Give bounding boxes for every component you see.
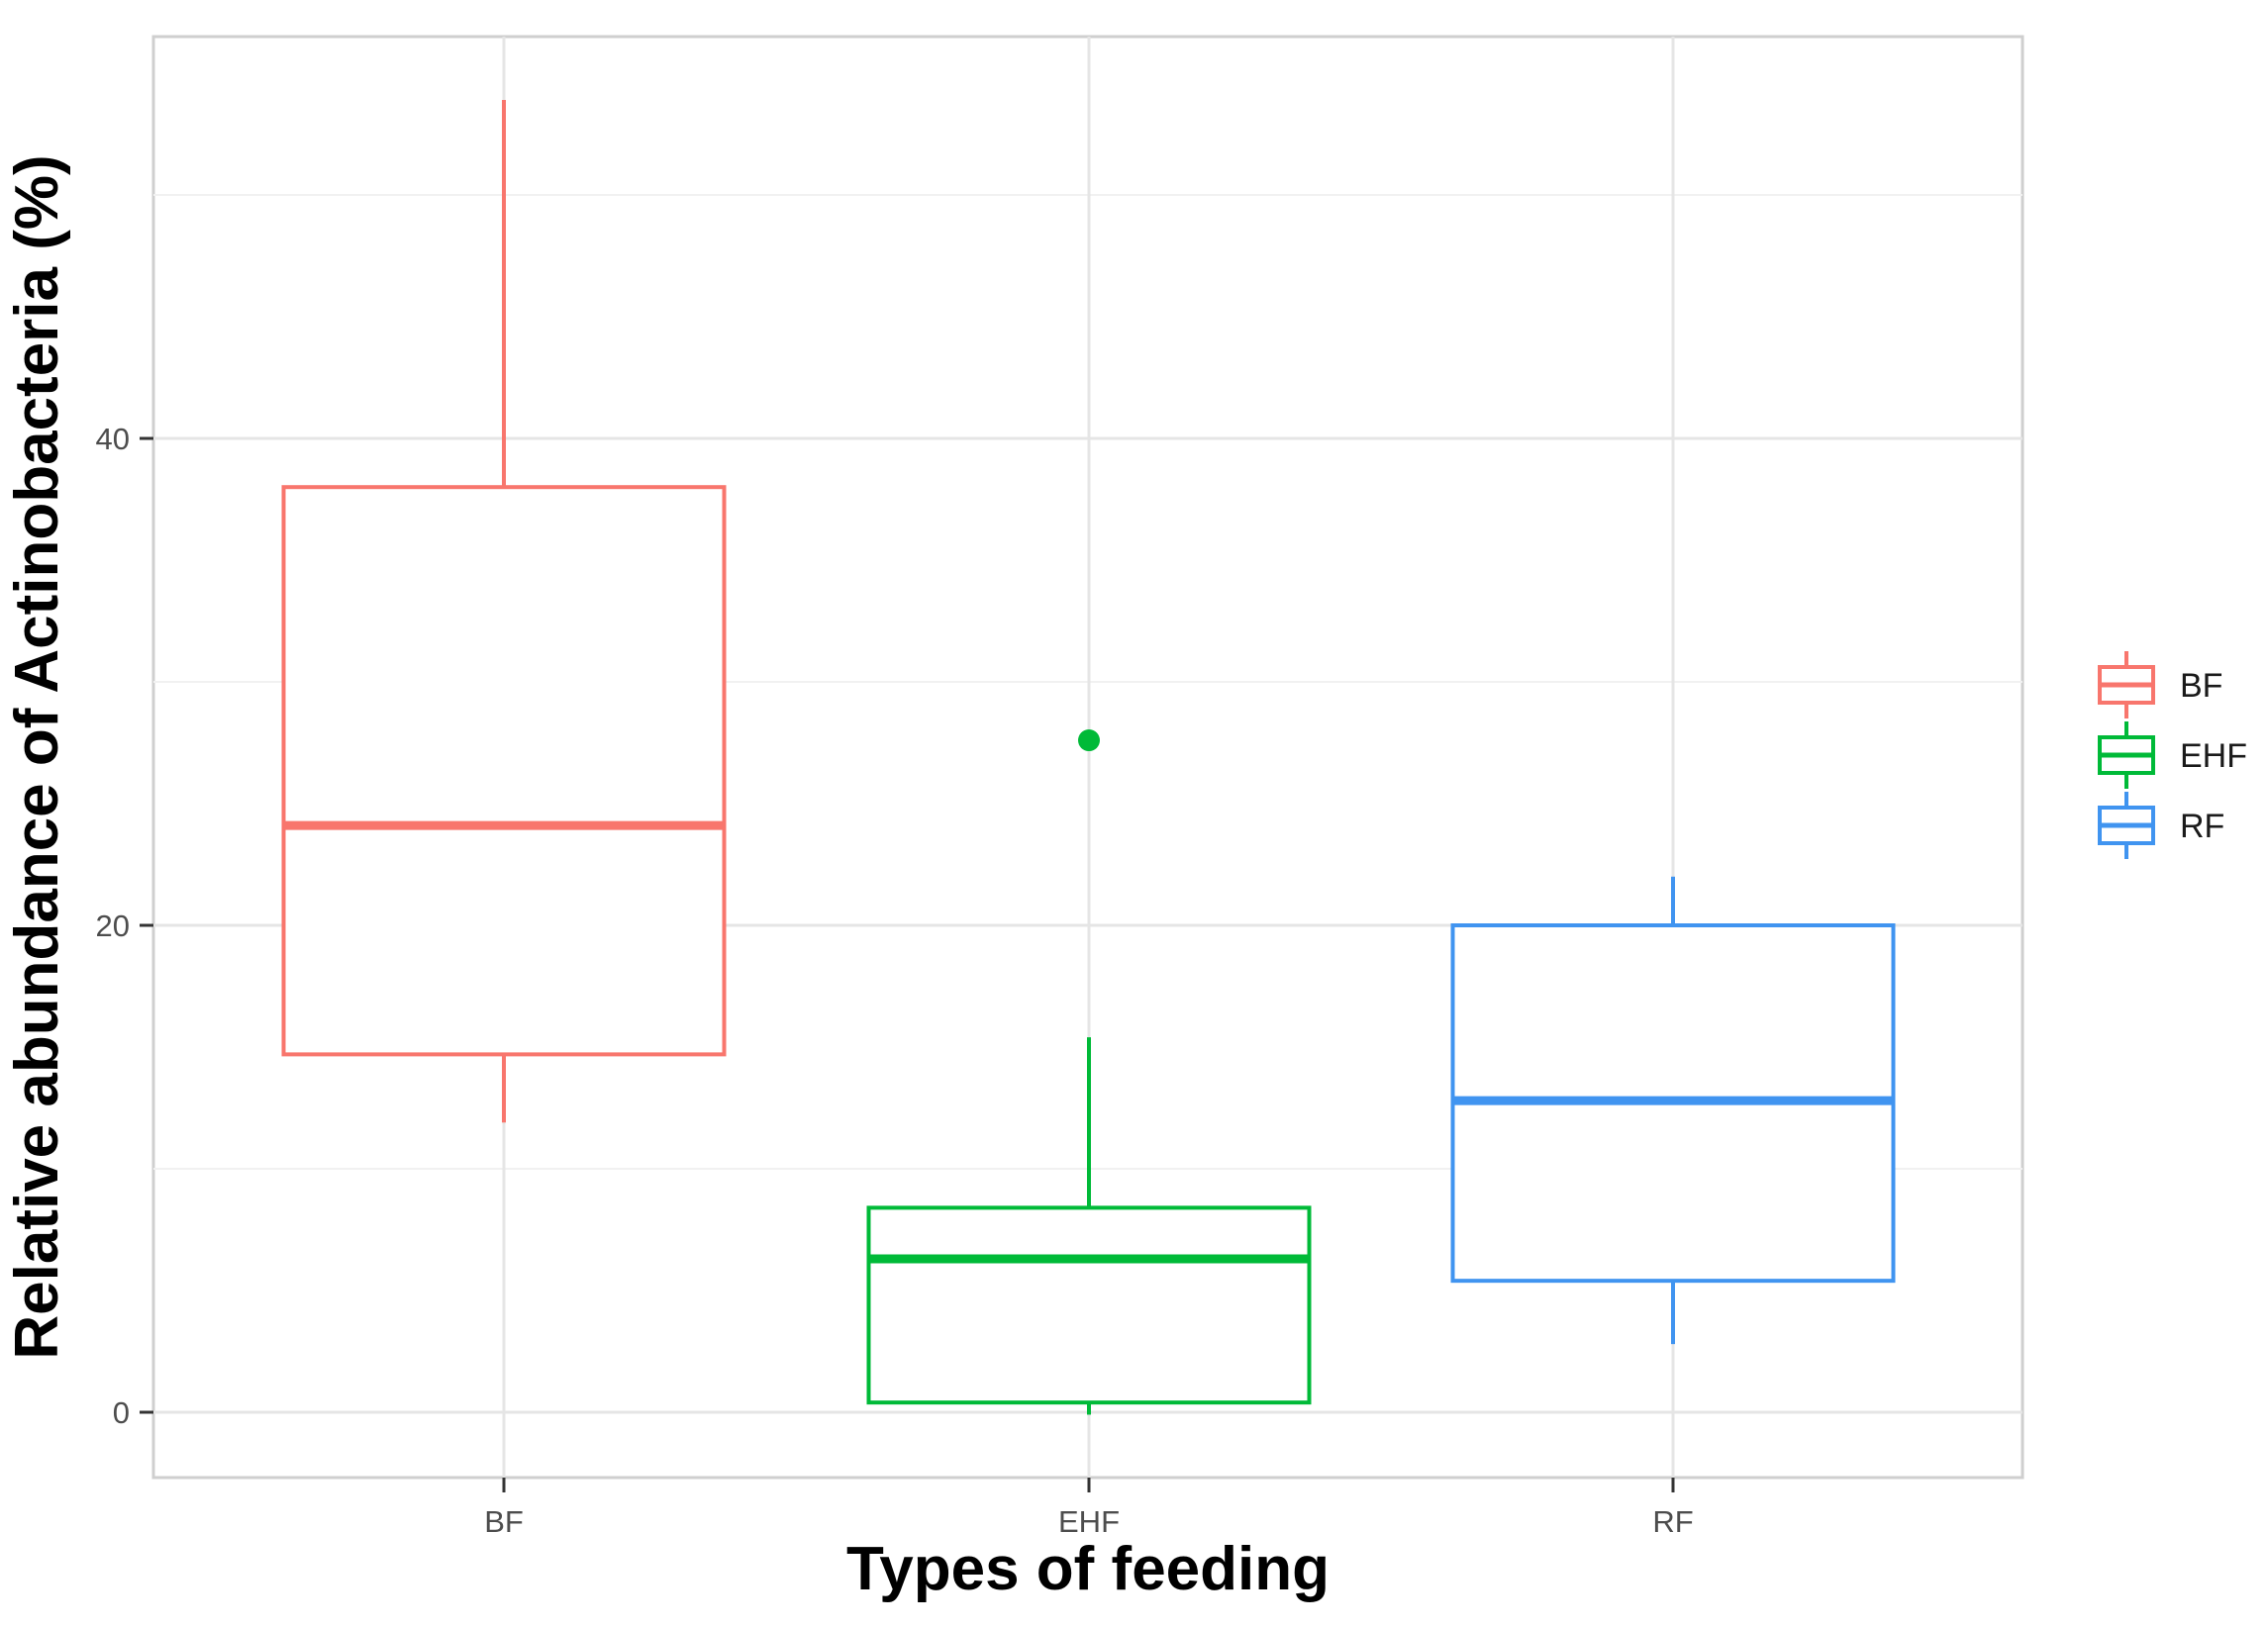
legend-label-BF: BF	[2180, 667, 2222, 705]
y-tick-label-40: 40	[96, 422, 130, 456]
legend: BF EHF RF	[2098, 651, 2247, 859]
iqr-box-BF	[281, 485, 727, 1057]
legend-item-EHF: EHF	[2098, 721, 2247, 789]
x-tick-label-RF: RF	[1652, 1504, 1693, 1539]
outlier-point-EHF	[1078, 729, 1100, 752]
axes: 0 20 40 BF EHF RF	[96, 422, 1694, 1539]
legend-label-EHF: EHF	[2180, 737, 2247, 775]
x-tick-label-BF: BF	[484, 1504, 524, 1539]
axis-titles: Types of feeding Relative abundance of Ac…	[3, 154, 1330, 1603]
y-axis-title: Relative abundance of Actinobacteria (%)	[3, 154, 71, 1359]
y-tick-label-20: 20	[96, 909, 130, 943]
y-tick-label-0: 0	[113, 1395, 130, 1430]
legend-label-RF: RF	[2180, 808, 2224, 845]
boxplot-BF	[281, 100, 727, 1123]
boxplot-EHF	[866, 729, 1312, 1415]
iqr-box-EHF	[866, 1205, 1312, 1405]
boxplot-series	[281, 100, 1896, 1415]
x-tick-label-EHF: EHF	[1058, 1504, 1120, 1539]
boxplot-RF	[1450, 876, 1896, 1345]
legend-item-BF: BF	[2098, 651, 2222, 718]
legend-item-RF: RF	[2098, 792, 2224, 859]
x-axis-title: Types of feeding	[846, 1535, 1330, 1603]
